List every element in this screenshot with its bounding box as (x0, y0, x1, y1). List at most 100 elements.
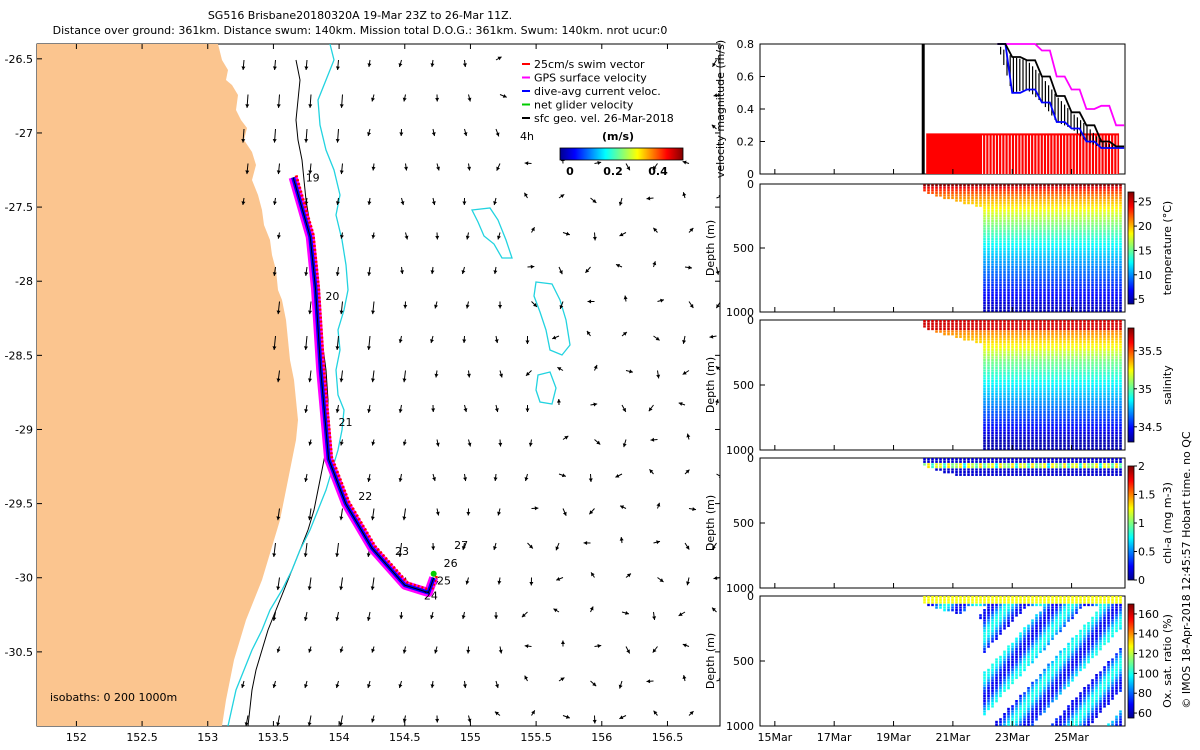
section-cell (1095, 364, 1098, 367)
section-cell (1083, 444, 1086, 448)
section-cell (935, 184, 938, 187)
section-cell (1103, 351, 1106, 354)
section-cell (1115, 340, 1118, 344)
section-cell (1039, 288, 1042, 292)
section-cell (959, 473, 962, 476)
section-cell (1099, 304, 1102, 307)
section-cell (991, 624, 994, 627)
section-cell (1107, 227, 1110, 230)
section-cell (1091, 194, 1094, 197)
velocity-arrow (656, 502, 661, 509)
section-cell (1067, 288, 1070, 292)
section-cell (991, 199, 994, 202)
section-cell (1071, 471, 1074, 474)
section-cell (1059, 217, 1062, 220)
section-cell (1027, 320, 1030, 323)
section-cell (1015, 645, 1018, 648)
section-cell (1103, 301, 1106, 305)
section-cell (1055, 204, 1058, 207)
section-cell (1087, 186, 1090, 189)
section-cell (1007, 343, 1010, 346)
section-cell (1019, 237, 1022, 241)
section-cell (1071, 473, 1074, 476)
velocity-arrow (366, 335, 371, 351)
section-cell (927, 460, 930, 463)
section-cell (1111, 325, 1114, 328)
section-cell (1003, 235, 1006, 238)
section-cell (1063, 473, 1066, 476)
section-cell (1059, 330, 1062, 333)
section-cell (1059, 338, 1062, 341)
section-cell (1111, 366, 1114, 370)
section-cell (1103, 400, 1106, 403)
section-cell (1107, 405, 1110, 409)
section-cell (1043, 387, 1046, 390)
section-cell (1035, 421, 1038, 424)
section-cell (1079, 471, 1082, 474)
section-cell (1087, 271, 1090, 274)
section-cell (1035, 413, 1038, 416)
section-cell (1047, 458, 1050, 461)
section-cell (995, 230, 998, 233)
section-cell (1051, 338, 1054, 341)
section-cell (1087, 219, 1090, 223)
section-cell (1075, 291, 1078, 294)
section-cell (1063, 230, 1066, 233)
section-cell (983, 271, 986, 274)
section-cell (1115, 294, 1118, 297)
section-cell (979, 458, 982, 461)
section-cell (1071, 250, 1074, 253)
section-cell (1067, 340, 1070, 344)
section-cell (1019, 255, 1022, 258)
section-cell (1103, 366, 1106, 370)
section-cell (1067, 278, 1070, 282)
section-cell (1079, 196, 1082, 200)
section-cell (1091, 460, 1094, 463)
map-x-tick-label: 156.5 (652, 731, 684, 744)
section-cell (1063, 356, 1066, 359)
section-cell (1083, 219, 1086, 223)
velocity-arrow (721, 233, 727, 237)
section-cell (1039, 429, 1042, 432)
section-cell (1051, 369, 1054, 372)
section-cell (1051, 217, 1054, 220)
section-cell (1035, 442, 1038, 445)
section-cell (1031, 240, 1034, 243)
section-cell (1091, 235, 1094, 238)
section-cell (1035, 255, 1038, 258)
section-cell (987, 351, 990, 354)
section-cell (943, 603, 946, 607)
section-cell (1047, 217, 1050, 220)
section-cell (1063, 271, 1066, 274)
section-cell (987, 207, 990, 210)
section-cell (995, 424, 998, 427)
section-cell (1099, 191, 1102, 194)
section-cell (999, 306, 1002, 310)
section-cell (1003, 424, 1006, 427)
section-cell (1003, 214, 1006, 218)
section-cell (1035, 283, 1038, 287)
section-cell (1115, 348, 1118, 351)
section-cell (1079, 385, 1082, 388)
section-cell (1035, 299, 1038, 302)
velocity-arrow (525, 370, 532, 377)
section-cell (987, 201, 990, 205)
section-cell (1087, 385, 1090, 388)
section-cell (1031, 327, 1034, 331)
section-cell (1119, 230, 1122, 233)
section-cell (1107, 379, 1110, 383)
section-cell (1111, 217, 1114, 220)
section-cell (999, 426, 1002, 429)
section-cell (1051, 306, 1054, 310)
section-cell (1003, 426, 1006, 429)
section-cell (1055, 447, 1058, 450)
section-cell (1067, 351, 1070, 354)
velocity-arrow (371, 646, 376, 653)
section-cell (955, 471, 958, 474)
section-cell (1051, 403, 1054, 406)
section-cell (983, 429, 986, 432)
section-cell (963, 601, 966, 604)
section-cell (1043, 416, 1046, 419)
section-cell (1027, 392, 1030, 396)
section-cell (1051, 421, 1054, 424)
